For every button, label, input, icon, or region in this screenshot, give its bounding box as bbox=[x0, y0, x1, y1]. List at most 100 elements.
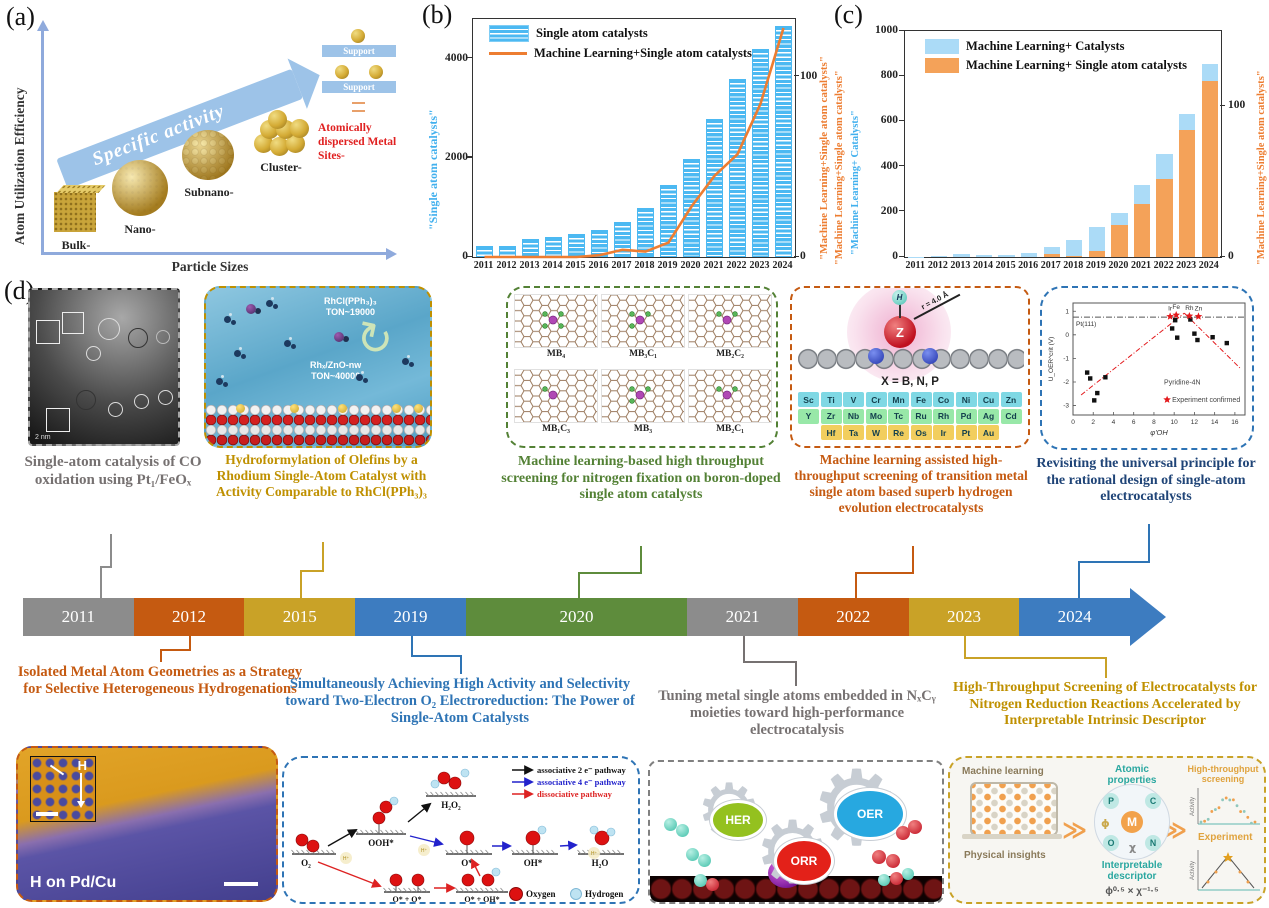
reactant-molecule bbox=[246, 304, 256, 314]
x-tick-label: 2015 bbox=[565, 260, 586, 271]
x-tick-label: 2021 bbox=[1131, 260, 1151, 271]
ellipsis-dash bbox=[352, 102, 365, 104]
periodic-row: Hf Ta W Re Os Ir Pt Au bbox=[798, 425, 1024, 440]
thumb-2019-pathways: O₂ OOH* H₂O₂ O* OH* H₂O O* + O* O* + OH* H⁺ H⁺ H⁺ a… bbox=[282, 756, 640, 904]
scale-bar bbox=[224, 882, 258, 886]
panel-c-legend: Machine Learning+ Catalysts Machine Lear… bbox=[925, 39, 1187, 77]
element-cell-empty bbox=[798, 425, 819, 440]
connector-line bbox=[411, 636, 413, 655]
tem-annotations bbox=[30, 290, 178, 444]
support-bar-1: Support bbox=[322, 45, 396, 57]
x-tick-label: 2019 bbox=[657, 260, 678, 271]
svg-text:Ir: Ir bbox=[1168, 305, 1173, 312]
rh-atom-decorations bbox=[206, 288, 430, 446]
svg-text:φ'OH: φ'OH bbox=[1150, 428, 1168, 437]
bar-segment-orange bbox=[1043, 254, 1060, 257]
connector-line bbox=[743, 661, 797, 663]
gear-label-ORR: ORR bbox=[774, 838, 834, 884]
timeline-segment-2019: 2019 bbox=[355, 598, 466, 636]
mb-structure-label: MB₃C₁ bbox=[629, 349, 657, 359]
tem-circle-marker bbox=[158, 390, 173, 405]
stm-inset: H bbox=[30, 756, 96, 822]
legend-label: Machine Learning+ Catalysts bbox=[966, 39, 1125, 53]
x-tick-label: 2013 bbox=[519, 260, 540, 271]
y2-tick-mark bbox=[794, 75, 799, 77]
svg-text:10: 10 bbox=[1171, 419, 1179, 426]
element-cell-Ag: Ag bbox=[978, 408, 999, 424]
connector-line bbox=[411, 655, 462, 657]
caption-2012: Isolated Metal Atom Geometries as a Stra… bbox=[17, 664, 303, 698]
molecule-teal bbox=[686, 848, 699, 861]
panel-a-y-label: Atom Utilization Efficiency bbox=[12, 87, 27, 245]
thumb-2012-stm: H H on Pd/Cu bbox=[16, 746, 278, 902]
x-tick-label: 2013 bbox=[950, 260, 971, 271]
molecule-teal bbox=[664, 818, 677, 831]
y-tick-label: 2000 bbox=[445, 150, 468, 163]
arrow-icon bbox=[49, 764, 65, 776]
rh-zno-label: Rhₓ/ZnO-nw bbox=[310, 360, 362, 370]
bar-segment-orange bbox=[1201, 80, 1218, 257]
molecule-dot bbox=[284, 340, 291, 347]
element-cell-Hf: Hf bbox=[820, 425, 842, 440]
timeline-segment-2022: 2022 bbox=[797, 598, 909, 636]
y2-tick-label: 0 bbox=[1228, 250, 1234, 262]
chevrons-icon: ≫ bbox=[1062, 816, 1088, 844]
element-cell-Mn: Mn bbox=[888, 392, 909, 407]
descriptor-node-P: P bbox=[1103, 793, 1119, 809]
svg-text:8: 8 bbox=[1152, 419, 1156, 426]
connector-line bbox=[912, 546, 914, 572]
timeline-segment-2021: 2021 bbox=[687, 598, 798, 636]
panel-b-label: (b) bbox=[422, 0, 453, 29]
screening-volcano-plot: Activity bbox=[1190, 788, 1260, 825]
h-label: H bbox=[896, 293, 903, 302]
descriptor-node-C: C bbox=[1145, 793, 1161, 809]
single-atom-icon bbox=[335, 65, 349, 79]
element-cell-Ir: Ir bbox=[933, 425, 954, 440]
x-tick-label: 2012 bbox=[496, 260, 517, 271]
panel-a: (a) Atom Utilization Efficiency Particle… bbox=[0, 0, 420, 280]
y2-tick-label: 100 bbox=[1228, 99, 1246, 112]
molecule-dot bbox=[216, 378, 223, 385]
panel-c-chart: (c) "Machine Learning+Single atom cataly… bbox=[832, 0, 1269, 280]
z-label: Z bbox=[896, 324, 904, 340]
molecule-red bbox=[872, 850, 886, 864]
molecule-dot bbox=[266, 300, 273, 307]
svg-text:Activity: Activity bbox=[1190, 797, 1196, 816]
honeycomb-structure: MB₁C₃ bbox=[514, 368, 598, 441]
tem-circle-marker bbox=[128, 328, 148, 348]
interpretable-descriptor-label: Interpretable descriptor bbox=[1101, 860, 1163, 882]
connector-line bbox=[1078, 561, 1150, 563]
element-cell-Sc: Sc bbox=[798, 392, 819, 407]
x-tick-label: 2024 bbox=[1198, 260, 1219, 271]
bar-segment-blue bbox=[1201, 63, 1218, 81]
bar-segment-orange bbox=[1111, 225, 1128, 257]
connector-line bbox=[300, 570, 302, 598]
tem-circle-marker bbox=[86, 346, 101, 361]
phi-symbol: ϕ bbox=[1101, 817, 1110, 830]
bar-segment-blue bbox=[1133, 184, 1151, 205]
svg-text:U_OER^crit (V): U_OER^crit (V) bbox=[1048, 337, 1055, 382]
x-tick-label: 2018 bbox=[634, 260, 655, 271]
lattice-row-red bbox=[206, 415, 430, 426]
x-tick-label: 2012 bbox=[927, 260, 948, 271]
x-tick-label: 2023 bbox=[1176, 260, 1197, 271]
panel-b-plot-area: Single atom catalysts Machine Learning+S… bbox=[472, 18, 796, 259]
svg-text:-3: -3 bbox=[1063, 403, 1069, 410]
x-tick-label: 2014 bbox=[973, 260, 993, 271]
element-cell-Ru: Ru bbox=[910, 408, 932, 424]
nano-label: Nano- bbox=[124, 222, 156, 236]
element-cell-Mo: Mo bbox=[865, 408, 887, 424]
element-cell-V: V bbox=[843, 392, 864, 407]
y2-tick-mark bbox=[1220, 104, 1225, 107]
svg-text:4: 4 bbox=[1112, 419, 1116, 426]
connector-line bbox=[100, 566, 102, 598]
timeline-segment-2015: 2015 bbox=[244, 598, 356, 636]
element-cell-empty bbox=[1001, 425, 1022, 440]
hex-lattice bbox=[688, 368, 772, 423]
tem-circle-marker bbox=[108, 402, 123, 417]
svg-text:H⁺: H⁺ bbox=[591, 851, 598, 857]
gear-label-HER: HER bbox=[710, 800, 766, 840]
bar-legend-swatch bbox=[489, 25, 529, 42]
